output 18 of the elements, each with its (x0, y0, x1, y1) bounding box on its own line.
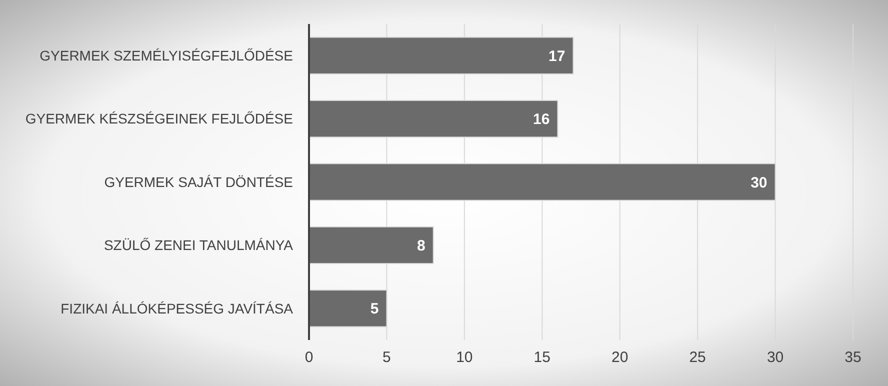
x-tick-label: 0 (304, 349, 314, 366)
y-tick-label: GYERMEK SAJÁT DÖNTÉSE (104, 174, 293, 190)
data-label: 17 (548, 48, 566, 65)
x-tick-label: 15 (534, 349, 550, 366)
data-label: 30 (750, 174, 768, 192)
data-label: 5 (370, 300, 379, 318)
x-tick-label: 30 (766, 349, 784, 366)
data-label: 16 (533, 111, 550, 128)
y-tick-label: SZÜLŐ ZENEI TANULMÁNYA (104, 237, 294, 254)
x-tick-label: 20 (612, 349, 628, 366)
x-tick-label: 5 (382, 349, 391, 366)
data-label: 8 (417, 237, 426, 254)
x-tick-label: 25 (689, 349, 706, 366)
y-tick-label: GYERMEK SZEMÉLYISÉGFEJLŐDÉSE (40, 48, 293, 64)
x-tick-label: 10 (456, 349, 473, 366)
y-tick-label: FIZIKAI ÁLLÓKÉPESSÉG JAVÍTÁSA (60, 300, 294, 316)
y-tick-label: GYERMEK KÉSZSÉGEINEK FEJLŐDÉSE (25, 110, 293, 127)
x-tick-label: 35 (844, 349, 862, 366)
